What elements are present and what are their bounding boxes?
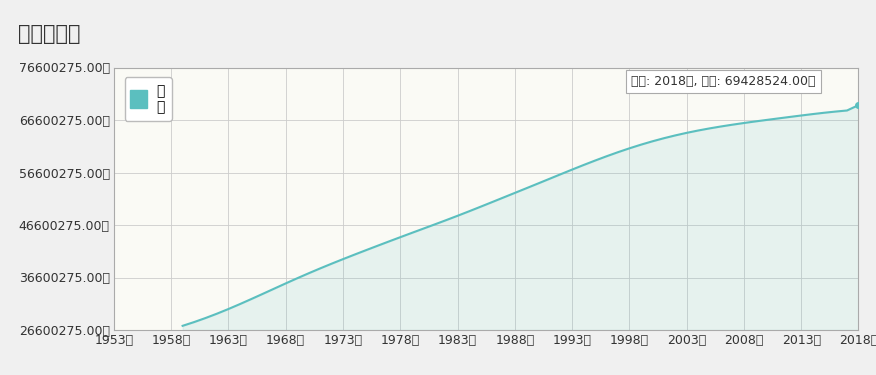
Legend: 泰
国: 泰 国	[124, 77, 172, 121]
Text: 年份: 2018年, 数据: 69428524.00人: 年份: 2018年, 数据: 69428524.00人	[632, 75, 816, 88]
Text: 人口走势图: 人口走势图	[18, 24, 80, 44]
